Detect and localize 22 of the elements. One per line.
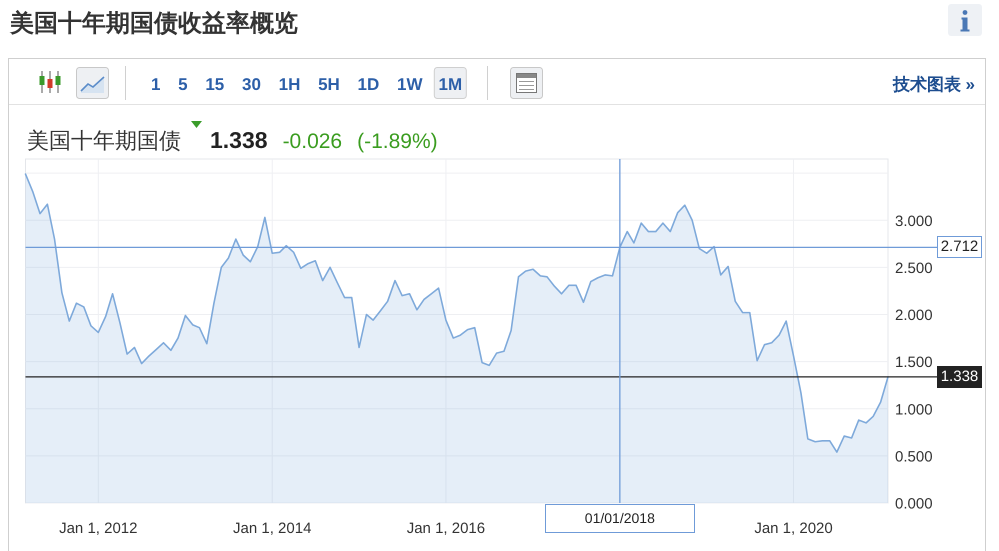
toolbar-selected-label: 1M [438,75,462,94]
subtitle: 美国十年期国债 [27,128,181,153]
x-tick-label: Jan 1, 2016 [406,520,486,537]
ref-label: 1.338 [937,366,982,388]
toolbar-intervals-label: 1 5 15 30 1H 5H 1D 1W [151,75,422,94]
quote-price-label: 1.338 [210,127,268,153]
quote-change-label: (-1.89%) [357,130,438,153]
ref-label: 01/01/2018 [544,504,695,533]
y-tick-label: 0.500 [895,448,933,466]
x-tick-label: Jan 1, 2020 [754,520,833,537]
y-tick-label: 1.000 [895,401,933,418]
y-tick-label: 1.500 [895,354,933,372]
toolbar-link-label: 技术图表 » [892,75,975,94]
x-tick-label: Jan 1, 2014 [233,520,312,537]
title: 美国十年期国债收益率概览 [10,10,298,37]
y-tick-label: 2.500 [895,260,933,277]
y-tick-label: 3.000 [895,212,933,230]
ref-label: 2.712 [937,236,982,258]
x-tick-label: Jan 1, 2012 [59,520,138,537]
quote-change-label: -0.026 [282,130,342,153]
y-tick-label: 2.000 [895,307,933,324]
y-tick-label: 0.000 [895,496,933,512]
